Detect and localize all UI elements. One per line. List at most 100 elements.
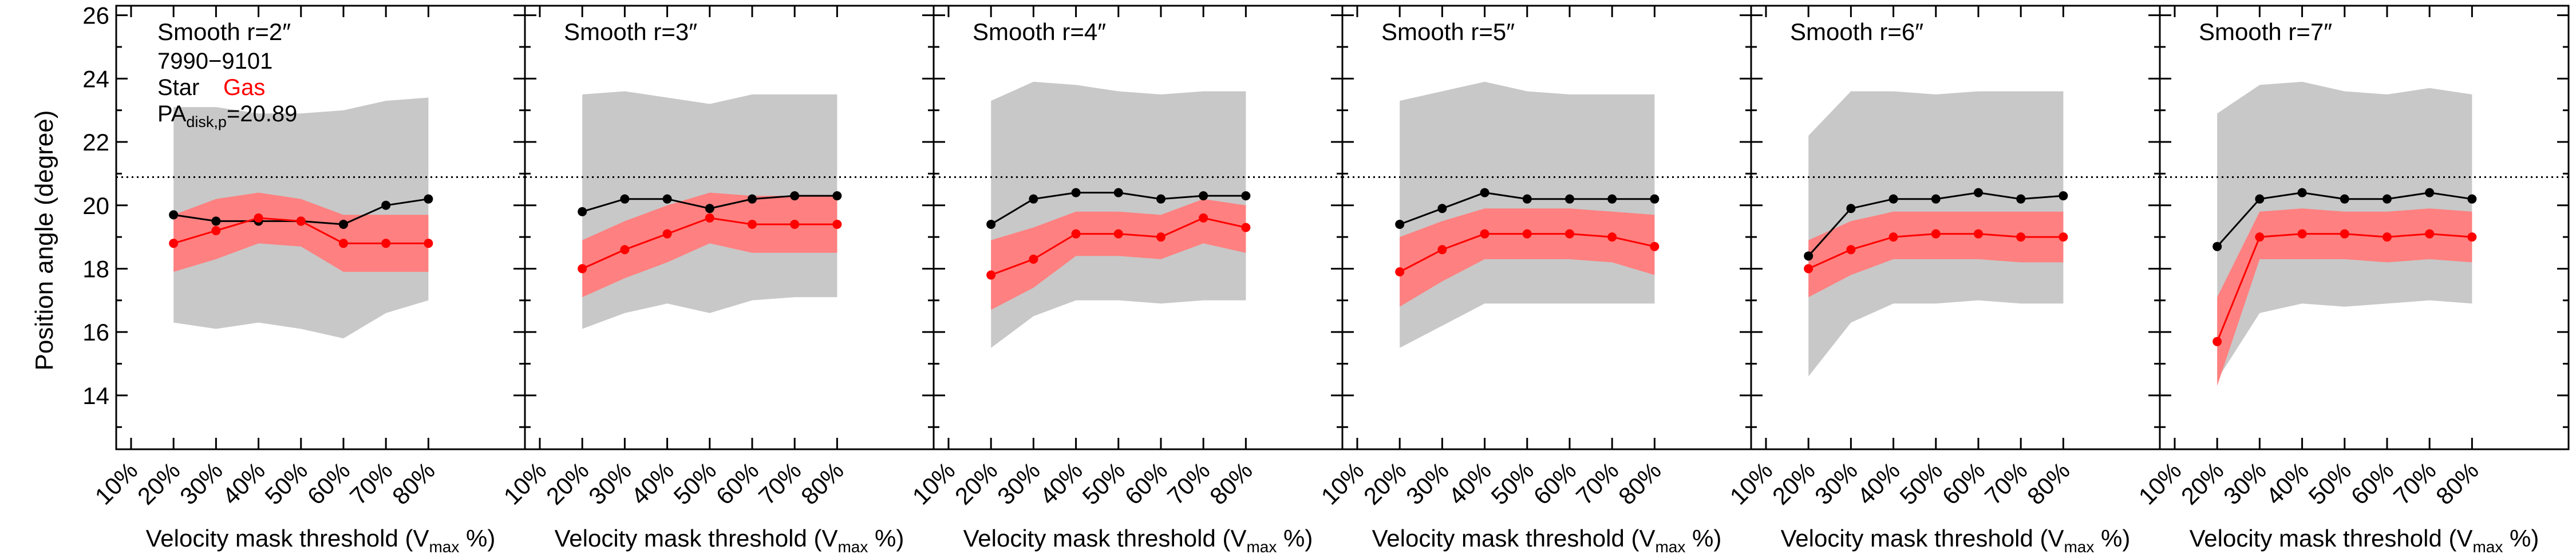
x-axis-label-tail: %) — [1277, 525, 1313, 552]
x-tick-label: 50% — [2303, 457, 2356, 510]
star-point — [1973, 188, 1983, 197]
star-point — [2382, 194, 2392, 204]
x-tick-label: 70% — [1571, 457, 1624, 510]
gas-point — [2212, 337, 2222, 346]
x-tick-label: 80% — [2022, 457, 2075, 510]
x-tick-label: 60% — [302, 457, 355, 510]
x-axis-label-tail: %) — [459, 525, 495, 552]
gas-point — [705, 213, 714, 223]
legend-gas-label: Gas — [223, 75, 265, 100]
star-point — [620, 194, 630, 204]
x-tick-label: 40% — [626, 457, 679, 510]
x-tick-label: 30% — [1809, 457, 1863, 510]
star-point — [747, 194, 757, 204]
x-tick-label: 20% — [1358, 457, 1412, 510]
star-point — [2425, 188, 2435, 197]
y-tick-label: 22 — [82, 129, 109, 156]
star-point — [338, 219, 348, 229]
x-tick-label: 50% — [259, 457, 313, 510]
panel-title: Smooth r=6″ — [1790, 18, 1923, 45]
star-point — [1804, 251, 1814, 261]
x-tick-label: 20% — [2176, 457, 2229, 510]
pa-label: PAdisk,p=20.89 — [157, 101, 297, 130]
gas-point — [2425, 229, 2435, 239]
x-tick-label: 30% — [175, 457, 228, 510]
pa-value: =20.89 — [227, 101, 297, 126]
gas-point — [1156, 232, 1165, 242]
star-point — [1071, 188, 1081, 197]
x-axis-label-subscript: max — [1246, 538, 1277, 556]
y-tick-label: 24 — [82, 65, 109, 92]
x-axis-label: Velocity mask threshold (Vmax %) — [1372, 525, 1722, 556]
panel-title: Smooth r=4″ — [973, 18, 1106, 45]
x-axis-label: Velocity mask threshold (Vmax %) — [555, 525, 904, 556]
x-axis-label: Velocity mask threshold (Vmax %) — [2190, 525, 2539, 556]
panel-4: 10%20%30%40%50%60%70%80% Smooth r=5″ Veloc… — [1316, 5, 1752, 556]
gas-point — [747, 219, 757, 229]
x-tick-label: 70% — [345, 457, 398, 510]
star-point — [424, 194, 433, 204]
legend-star-label: Star — [157, 75, 199, 100]
gas-uncertainty-band — [173, 192, 429, 272]
star-point — [1888, 194, 1898, 204]
x-axis-label-subscript: max — [1655, 538, 1685, 556]
x-tick-label: 60% — [1937, 457, 1990, 510]
x-tick-label: 70% — [1980, 457, 2033, 510]
x-tick-label: 70% — [2388, 457, 2441, 510]
gas-point — [790, 219, 800, 229]
gas-point — [1607, 232, 1617, 242]
gas-point — [211, 226, 221, 236]
gas-point — [338, 239, 348, 248]
star-point — [1113, 188, 1123, 197]
gas-point — [2340, 229, 2349, 239]
gas-point — [1846, 245, 1856, 255]
star-point — [790, 191, 800, 201]
panel-2: 10%20%30%40%50%60%70%80% Smooth r=3″ Veloc… — [499, 5, 935, 556]
star-point — [986, 219, 996, 229]
x-tick-label: 70% — [1162, 457, 1215, 510]
x-tick-label: 50% — [1485, 457, 1539, 510]
star-point — [2016, 194, 2026, 204]
star-point — [1650, 194, 1660, 204]
x-tick-label: 60% — [1528, 457, 1582, 510]
x-tick-label: 10% — [90, 457, 143, 510]
x-tick-label: 80% — [796, 457, 849, 510]
x-tick-label: 10% — [907, 457, 961, 510]
gas-point — [1522, 229, 1532, 239]
gas-uncertainty-band — [1400, 208, 1655, 307]
x-tick-label: 10% — [2134, 457, 2187, 510]
gas-point — [296, 216, 306, 226]
star-point — [1156, 194, 1165, 204]
x-tick-label: 80% — [1613, 457, 1666, 510]
x-axis-label-tail: %) — [2094, 525, 2130, 552]
x-tick-label: 40% — [1852, 457, 1905, 510]
x-tick-label: 30% — [1401, 457, 1454, 510]
panel-5: 10%20%30%40%50%60%70%80% Smooth r=6″ Veloc… — [1725, 5, 2161, 556]
gas-point — [424, 239, 433, 248]
star-point — [578, 207, 587, 216]
gas-point — [1650, 242, 1660, 251]
y-tick-label: 20 — [82, 192, 109, 219]
panel-3: 10%20%30%40%50%60%70%80% Smooth r=4″ Veloc… — [907, 5, 1344, 556]
star-point — [1522, 194, 1532, 204]
x-tick-label: 20% — [541, 457, 594, 510]
gas-point — [1029, 254, 1038, 264]
y-axis-label: Position angle (degree) — [30, 110, 58, 371]
x-tick-label: 40% — [1443, 457, 1496, 510]
x-tick-label: 10% — [1725, 457, 1778, 510]
gas-point — [1804, 264, 1814, 274]
gas-point — [1241, 223, 1251, 232]
gas-point — [381, 239, 391, 248]
star-point — [1480, 188, 1490, 197]
star-point — [2340, 194, 2349, 204]
panel-title: Smooth r=5″ — [1381, 18, 1515, 45]
star-point — [1564, 194, 1574, 204]
panel-group: 1416182022242610%20%30%40%50%60%70%80%Sm… — [82, 2, 2570, 556]
star-point — [1846, 204, 1856, 213]
gas-point — [254, 213, 263, 223]
x-axis-label-tail: %) — [1685, 525, 1721, 552]
star-point — [832, 191, 842, 201]
gas-point — [1437, 245, 1447, 255]
gas-point — [2255, 232, 2265, 242]
